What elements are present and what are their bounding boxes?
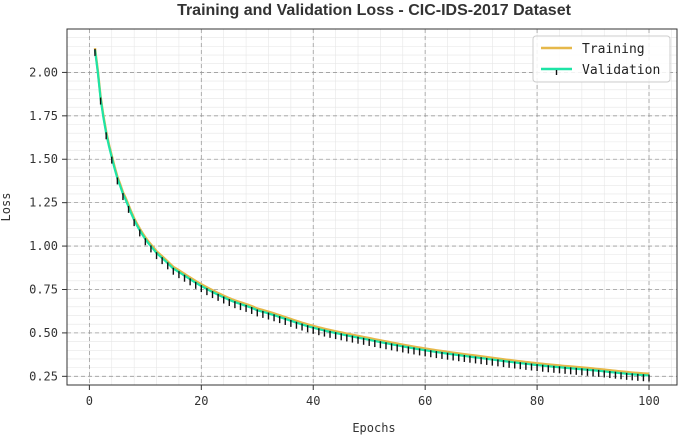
x-tick-label: 60 — [418, 394, 432, 408]
x-tick-label: 100 — [638, 394, 660, 408]
y-tick-label: 0.50 — [29, 326, 58, 340]
series-line-validation — [93, 49, 650, 377]
x-tick-label: 80 — [530, 394, 544, 408]
x-axis: 0 20 40 60 80 100 — [86, 385, 660, 408]
x-tick-label: 0 — [86, 394, 93, 408]
series-layer — [93, 47, 650, 382]
plot-frame — [66, 28, 678, 386]
x-axis-label: Epochs — [352, 421, 395, 435]
chart-title: Training and Validation Loss - CIC-IDS-2… — [177, 2, 572, 19]
x-tick-label: 40 — [306, 394, 320, 408]
y-tick-label: 2.00 — [29, 65, 58, 79]
y-tick-label: 0.75 — [29, 282, 58, 296]
y-tick-label: 1.75 — [29, 109, 58, 123]
y-tick-label: 1.25 — [29, 196, 58, 210]
legend-training-label: Training — [582, 42, 645, 57]
y-tick-label: 1.50 — [29, 152, 58, 166]
y-tick-label: 1.00 — [29, 239, 58, 253]
y-axis: 0.25 0.50 0.75 1.00 1.25 1.50 1.75 2.00 — [29, 65, 67, 383]
x-tick-label: 20 — [194, 394, 208, 408]
series-line-training — [93, 47, 650, 375]
legend-validation-label: Validation — [582, 63, 660, 78]
y-axis-label: Loss — [0, 193, 13, 222]
legend: Training Validation — [532, 35, 671, 83]
grid — [66, 28, 677, 386]
y-tick-label: 0.25 — [29, 369, 58, 383]
